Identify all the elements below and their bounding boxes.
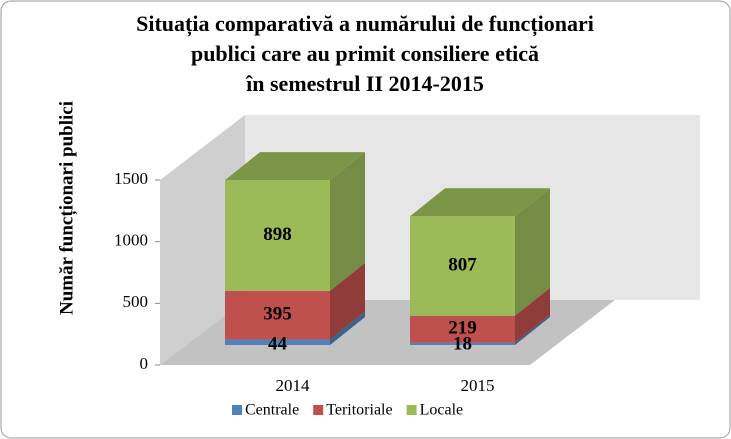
bar (410, 342, 515, 345)
chart-title: Situația comparativă a numărului de func… (136, 11, 594, 37)
bar (410, 315, 515, 343)
bar-side (330, 262, 365, 340)
legend-label: Centrale (245, 402, 299, 419)
data-label: 898 (263, 224, 292, 245)
data-label: 219 (448, 318, 477, 339)
y-axis-label: Număr funcționari publici (56, 101, 77, 315)
data-label: 395 (263, 304, 292, 325)
bar-side (515, 287, 550, 343)
bar-side (330, 311, 365, 345)
chart-title: în semestrul II 2014-2015 (245, 71, 484, 96)
legend-swatch (232, 405, 242, 415)
bar (225, 339, 330, 345)
legend-label: Teritoriale (326, 402, 392, 419)
y-tick-label: 1000 (114, 231, 148, 250)
legend-swatch (406, 405, 417, 415)
side-wall (160, 115, 245, 365)
data-label: 44 (268, 333, 288, 354)
data-label: 18 (453, 333, 472, 354)
y-tick-label: 500 (123, 292, 149, 311)
x-tick-label: 2014 (276, 376, 311, 395)
bar-top (410, 188, 550, 217)
data-label: 807 (448, 254, 477, 275)
y-tick-label: 0 (140, 354, 149, 373)
y-tick-label: 1500 (114, 169, 148, 188)
legend-swatch (313, 405, 324, 415)
legend-label: Locale (420, 402, 464, 419)
bar-side (330, 152, 365, 291)
bar (225, 180, 330, 291)
bar-side (515, 314, 550, 345)
bar (225, 290, 330, 340)
bar (410, 216, 515, 316)
bar-top (225, 152, 365, 181)
chart-title: publici care au primit consiliere etică (191, 41, 539, 66)
bar-side (515, 188, 550, 316)
x-tick-label: 2015 (461, 376, 495, 395)
